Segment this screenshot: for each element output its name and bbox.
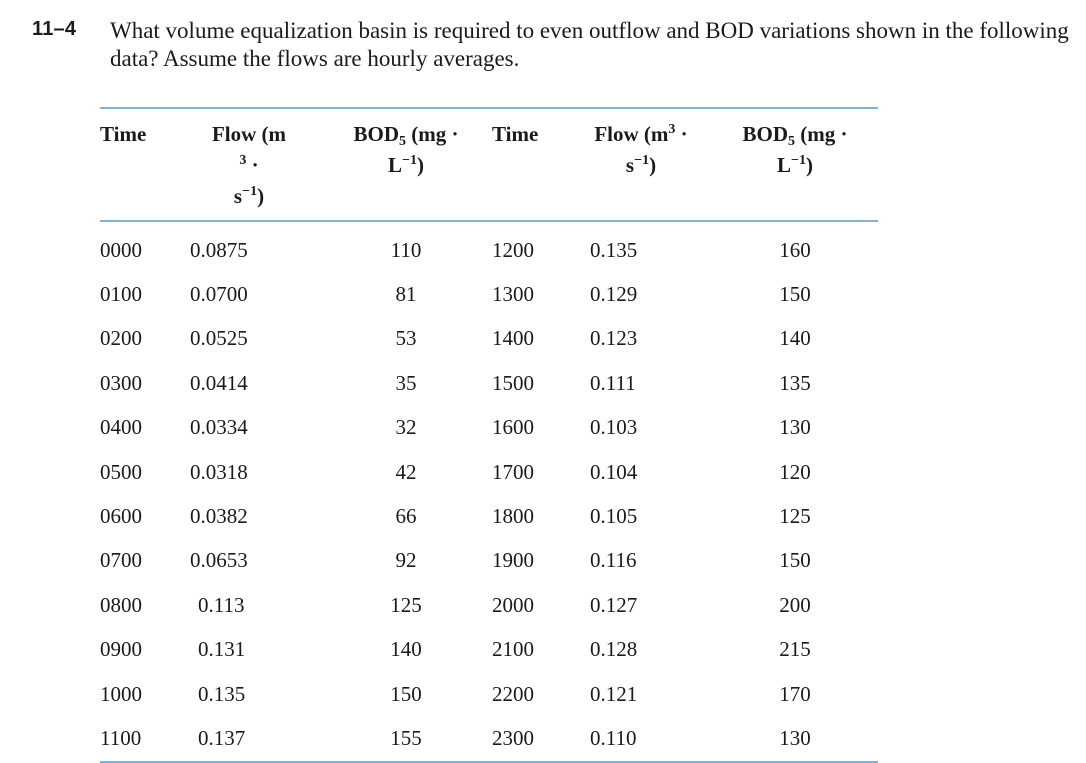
bod-cell: 53 — [395, 326, 417, 351]
flow-cell: 0.110 — [590, 725, 637, 750]
header-row: Time Flow (m 3 · s−1) BOD5 (mg · L−1) Tim… — [100, 108, 878, 221]
bod-cell: 92 — [395, 548, 417, 573]
header-time-right: Time — [492, 122, 539, 146]
flow-cell: 0.137 — [198, 725, 246, 750]
header-bod-left: BOD5 (mg · L−1) — [353, 122, 459, 177]
time-cell: 1300 — [492, 282, 534, 307]
flow-cell: 0.0653 — [190, 548, 248, 573]
flow-cell: 0.0334 — [190, 415, 248, 440]
flow-cell: 0.105 — [590, 504, 638, 529]
bod-cell: 215 — [779, 637, 811, 662]
header-bod-right: BOD5 (mg · L−1) — [742, 122, 848, 177]
bod-cell: 130 — [779, 415, 811, 440]
bod-cell: 140 — [390, 637, 422, 662]
problem-text: What volume equalization basin is requir… — [110, 18, 1069, 71]
time-cell: 1500 — [492, 370, 534, 395]
time-cell: 2000 — [492, 592, 534, 617]
bod-cell: 170 — [779, 681, 811, 706]
time-cell: 1900 — [492, 548, 534, 573]
bod-cell: 120 — [779, 459, 811, 484]
bod-cell: 135 — [779, 370, 811, 395]
flow-cell: 0.0318 — [190, 459, 248, 484]
flow-cell: 0.116 — [590, 548, 637, 573]
table-row: 0000 0.0875 110 1200 0.135 160 — [100, 221, 878, 272]
time-cell: 1800 — [492, 504, 534, 529]
header-flow-right: Flow (m3 · s−1) — [594, 122, 688, 177]
bod-cell: 160 — [779, 237, 811, 262]
time-cell: 1100 — [100, 725, 142, 750]
time-cell: 2300 — [492, 725, 534, 750]
flow-cell: 0.113 — [198, 592, 245, 617]
bod-cell: 200 — [779, 592, 811, 617]
table-row: 0500 0.0318 42 1700 0.104 120 — [100, 450, 878, 494]
bod-cell: 125 — [390, 592, 422, 617]
time-cell: 0000 — [100, 237, 142, 262]
bod-cell: 150 — [779, 282, 811, 307]
flow-cell: 0.121 — [590, 681, 638, 706]
time-cell: 1200 — [492, 237, 534, 262]
table-row: 0100 0.0700 81 1300 0.129 150 — [100, 272, 878, 316]
flow-cell: 0.135 — [590, 237, 638, 262]
flow-cell: 0.123 — [590, 326, 638, 351]
flow-cell: 0.135 — [198, 681, 246, 706]
flow-cell: 0.111 — [590, 370, 636, 395]
flow-cell: 0.0700 — [190, 282, 248, 307]
table-row: 0900 0.131 140 2100 0.128 215 — [100, 628, 878, 672]
time-cell: 0700 — [100, 548, 142, 573]
table-row: 0400 0.0334 32 1600 0.103 130 — [100, 406, 878, 450]
bod-cell: 110 — [390, 237, 422, 262]
table-row: 0700 0.0653 92 1900 0.116 150 — [100, 539, 878, 583]
bod-cell: 140 — [779, 326, 811, 351]
problem-number: 11–4 — [32, 18, 77, 40]
table-row: 1000 0.135 150 2200 0.121 170 — [100, 672, 878, 716]
header-flow-left: Flow (m 3 · s−1) — [211, 122, 287, 208]
table-header: Time Flow (m 3 · s−1) BOD5 (mg · L−1) Tim… — [100, 108, 878, 221]
time-cell: 2100 — [492, 637, 534, 662]
time-cell: 1000 — [100, 681, 142, 706]
flow-cell: 0.129 — [590, 282, 638, 307]
time-cell: 1600 — [492, 415, 534, 440]
flow-bod-table: Time Flow (m 3 · s−1) BOD5 (mg · L−1) Tim… — [100, 107, 878, 763]
table-row: 0300 0.0414 35 1500 0.111 135 — [100, 361, 878, 405]
flow-cell: 0.0414 — [190, 370, 248, 395]
bod-cell: 66 — [395, 504, 417, 529]
bod-cell: 150 — [779, 548, 811, 573]
time-cell: 1400 — [492, 326, 534, 351]
time-cell: 2200 — [492, 681, 534, 706]
bod-cell: 32 — [395, 415, 417, 440]
bod-cell: 130 — [779, 725, 811, 750]
table-body: 0000 0.0875 110 1200 0.135 160 0100 0.07… — [100, 221, 878, 762]
bod-cell: 125 — [779, 504, 811, 529]
table-row: 0600 0.0382 66 1800 0.105 125 — [100, 494, 878, 538]
time-cell: 0300 — [100, 370, 142, 395]
bod-cell: 35 — [395, 370, 417, 395]
flow-cell: 0.104 — [590, 459, 638, 484]
flow-cell: 0.103 — [590, 415, 638, 440]
time-cell: 0200 — [100, 326, 142, 351]
time-cell: 0600 — [100, 504, 142, 529]
flow-cell: 0.0382 — [190, 504, 248, 529]
time-cell: 0900 — [100, 637, 142, 662]
flow-cell: 0.127 — [590, 592, 638, 617]
table-row: 0200 0.0525 53 1400 0.123 140 — [100, 317, 878, 361]
flow-cell: 0.128 — [590, 637, 638, 662]
bod-cell: 42 — [395, 459, 417, 484]
flow-cell: 0.0875 — [190, 237, 248, 262]
time-cell: 0500 — [100, 459, 142, 484]
header-time-left: Time — [100, 122, 147, 146]
table-row: 1100 0.137 155 2300 0.110 130 — [100, 716, 878, 762]
flow-cell: 0.131 — [198, 637, 246, 662]
time-cell: 0100 — [100, 282, 142, 307]
bod-cell: 81 — [395, 282, 417, 307]
bod-cell: 150 — [390, 681, 422, 706]
time-cell: 1700 — [492, 459, 534, 484]
flow-cell: 0.0525 — [190, 326, 248, 351]
time-cell: 0400 — [100, 415, 142, 440]
bod-cell: 155 — [390, 725, 422, 750]
table-row: 0800 0.113 125 2000 0.127 200 — [100, 583, 878, 627]
time-cell: 0800 — [100, 592, 142, 617]
